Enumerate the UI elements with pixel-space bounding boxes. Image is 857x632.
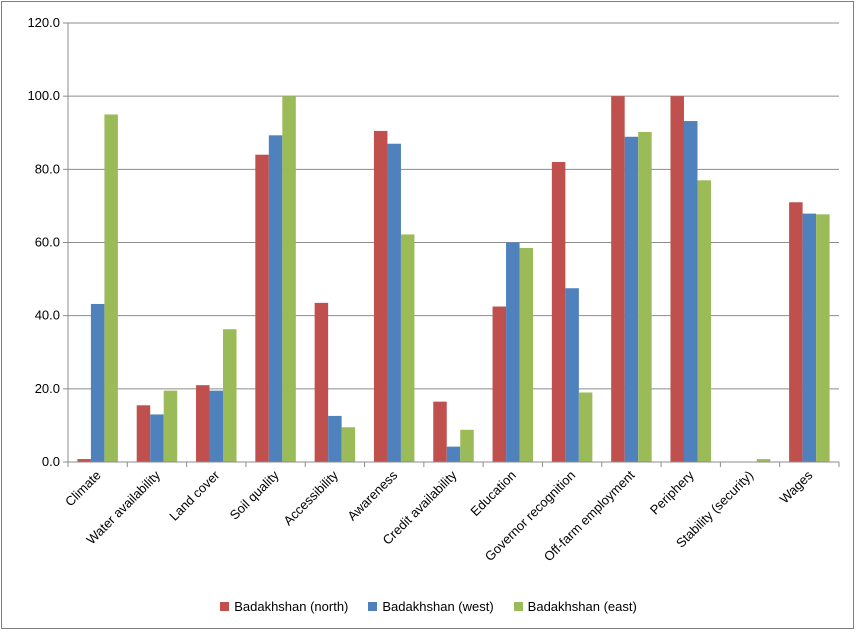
y-tick-label: 100.0 bbox=[27, 88, 60, 103]
bar-badakhshan-north-2 bbox=[196, 385, 210, 462]
bar-badakhshan-east-11 bbox=[756, 459, 771, 462]
legend-label: Badakhshan (west) bbox=[382, 598, 494, 614]
bar-badakhshan-west-12 bbox=[802, 213, 817, 462]
x-tick-label: Accessibility bbox=[280, 467, 341, 528]
bar-badakhshan-west-4 bbox=[328, 415, 342, 462]
x-tick-label: Wages bbox=[777, 467, 816, 506]
bar-badakhshan-north-1 bbox=[136, 405, 151, 462]
legend-swatch bbox=[368, 601, 378, 611]
y-tick-label: 20.0 bbox=[35, 381, 60, 396]
bar-badakhshan-west-10 bbox=[683, 121, 698, 462]
bar-badakhshan-east-2 bbox=[223, 329, 237, 462]
x-tick-label: Soil quality bbox=[227, 467, 282, 522]
legend-swatch bbox=[513, 601, 523, 611]
bar-badakhshan-east-9 bbox=[638, 132, 652, 463]
x-tick-label: Education bbox=[467, 468, 518, 519]
bar-badakhshan-north-0 bbox=[77, 459, 91, 462]
y-tick-label: 60.0 bbox=[35, 235, 60, 250]
gridlines bbox=[68, 22, 839, 390]
bar-badakhshan-north-8 bbox=[551, 162, 566, 462]
bar-badakhshan-east-12 bbox=[816, 214, 830, 462]
legend-swatch bbox=[220, 601, 230, 611]
x-tick-label: Awareness bbox=[344, 467, 400, 523]
bar-badakhshan-north-10 bbox=[670, 96, 684, 463]
bar-badakhshan-east-7 bbox=[519, 247, 534, 462]
bar-badakhshan-west-7 bbox=[506, 242, 520, 462]
bar-chart: 0.0 20.0 40.0 60.0 80.0 100.0 120.0 ClimateWat… bbox=[27, 15, 840, 564]
bar-badakhshan-west-9 bbox=[624, 136, 639, 462]
bar-badakhshan-west-2 bbox=[209, 390, 224, 462]
legend-label: Badakhshan (north) bbox=[234, 598, 349, 614]
bar-badakhshan-west-6 bbox=[446, 446, 461, 462]
bar-badakhshan-west-0 bbox=[90, 303, 105, 462]
y-tick-label: 0.0 bbox=[42, 454, 60, 469]
legend-label: Badakhshan (east) bbox=[527, 598, 637, 614]
legend: Badakhshan (north) Badakhshan (west) Badak… bbox=[2, 596, 855, 616]
x-tick-label: Periphery bbox=[647, 467, 697, 517]
legend-item: Badakhshan (west) bbox=[368, 598, 494, 614]
legend-item: Badakhshan (east) bbox=[513, 598, 637, 614]
bar-badakhshan-west-8 bbox=[565, 288, 579, 462]
bar-badakhshan-north-5 bbox=[373, 130, 388, 462]
y-tick-label: 80.0 bbox=[35, 161, 60, 176]
bar-badakhshan-west-3 bbox=[268, 135, 283, 462]
bar-badakhshan-north-3 bbox=[255, 154, 269, 462]
bar-badakhshan-north-9 bbox=[611, 96, 625, 463]
bar-badakhshan-east-6 bbox=[460, 429, 474, 462]
bar-badakhshan-east-1 bbox=[163, 390, 178, 462]
legend-item: Badakhshan (north) bbox=[220, 599, 348, 614]
bar-badakhshan-west-1 bbox=[150, 414, 164, 462]
bar-badakhshan-east-8 bbox=[578, 392, 593, 462]
bar-badakhshan-east-10 bbox=[697, 180, 711, 462]
x-tick-label: Climate bbox=[62, 468, 104, 510]
y-tick-labels: 0.0 20.0 40.0 60.0 80.0 100.0 120.0 bbox=[27, 15, 60, 469]
bars bbox=[77, 96, 830, 463]
bar-badakhshan-north-7 bbox=[492, 306, 507, 462]
bar-badakhshan-north-4 bbox=[314, 302, 329, 462]
axes bbox=[63, 22, 840, 467]
bar-badakhshan-west-5 bbox=[387, 143, 401, 462]
bar-badakhshan-east-3 bbox=[282, 96, 296, 463]
y-tick-label: 120.0 bbox=[27, 15, 60, 30]
bar-badakhshan-east-0 bbox=[104, 114, 118, 462]
bar-badakhshan-north-12 bbox=[789, 202, 803, 462]
bar-badakhshan-north-6 bbox=[433, 401, 447, 462]
x-tick-label: Land cover bbox=[166, 467, 223, 524]
bar-badakhshan-east-5 bbox=[400, 234, 415, 462]
bar-badakhshan-east-4 bbox=[341, 427, 356, 462]
y-tick-label: 40.0 bbox=[35, 308, 60, 323]
